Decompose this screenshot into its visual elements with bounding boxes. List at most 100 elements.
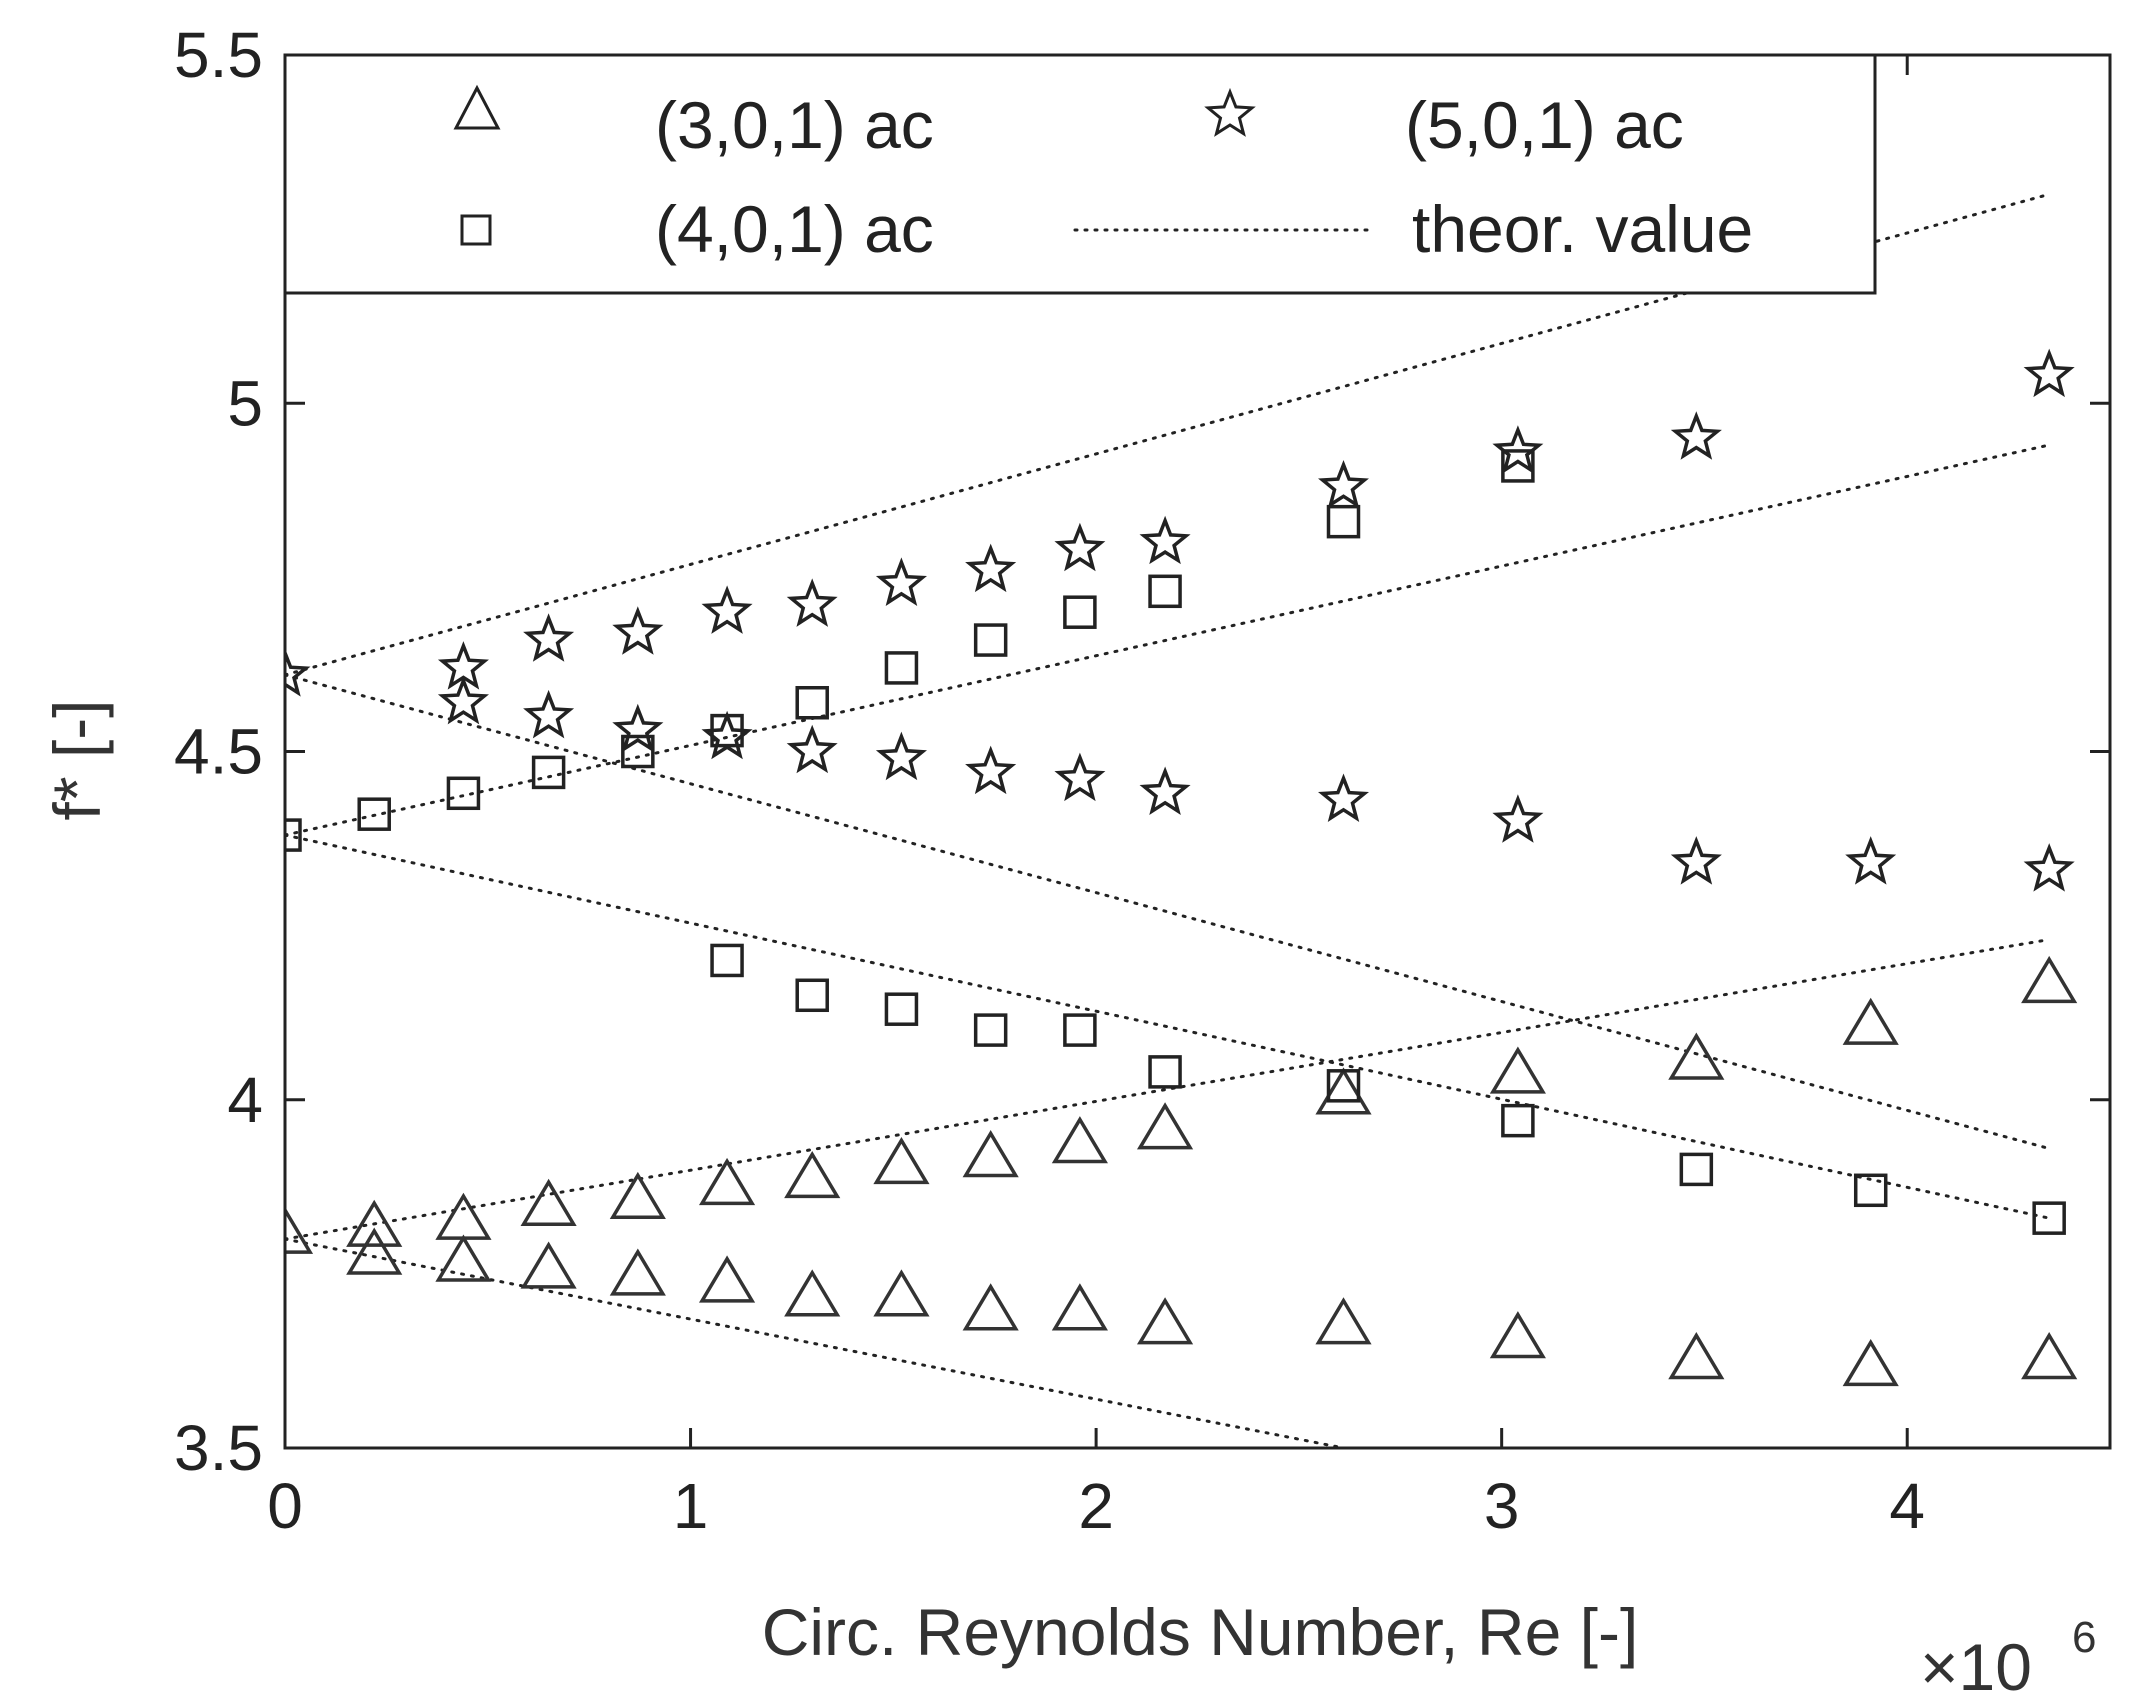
square-marker-401: [1501, 449, 1535, 483]
star-marker-501: [523, 689, 575, 739]
star-marker-501: [1845, 836, 1897, 885]
triangle-marker-301: [435, 1234, 492, 1282]
theoretical-value-line: [285, 1237, 1352, 1448]
legend-entry-301: (3,0,1) ac: [453, 84, 934, 162]
legend: (3,0,1) ac (5,0,1) ac (4,0,1) ac theor. …: [283, 53, 1877, 295]
triangle-marker-301: [2021, 1332, 2078, 1380]
triangle-marker-301: [873, 1269, 930, 1317]
square-marker-401: [1501, 1103, 1535, 1138]
x-tick-label: 4: [1889, 1470, 1925, 1542]
square-marker-401: [1679, 1152, 1714, 1187]
legend-triangle-marker: [453, 84, 501, 130]
x-tick-labels: 0 1 2 3 4: [267, 1470, 1925, 1542]
triangle-marker-301: [962, 1130, 1019, 1178]
square-marker-401: [795, 685, 829, 720]
square-marker-401: [357, 797, 391, 831]
square-marker-401: [1063, 1013, 1097, 1047]
triangle-marker-301: [1668, 1332, 1725, 1380]
legend-entry-501: (5,0,1) ac: [1204, 87, 1684, 162]
theoretical-value-line: [285, 833, 2051, 1220]
y-tick-label: 4.5: [174, 716, 263, 788]
square-marker-401: [1148, 1055, 1182, 1089]
legend-entry-401: (4,0,1) ac: [460, 192, 934, 266]
triangle-marker-301: [1051, 1283, 1108, 1331]
y-tick-label: 3.5: [174, 1412, 263, 1484]
square-marker-401: [531, 755, 566, 790]
square-marker-401: [285, 818, 302, 852]
triangle-marker-301: [609, 1248, 666, 1296]
legend-label-301: (3,0,1) ac: [655, 88, 934, 162]
triangle-marker-301: [520, 1178, 577, 1226]
square-marker-401: [1853, 1173, 1888, 1208]
star-marker-501: [2023, 843, 2075, 892]
triangle-marker-301: [962, 1283, 1019, 1331]
star-marker-501: [1670, 836, 1722, 885]
square-marker-401: [973, 1013, 1008, 1047]
triangle-marker-301: [1842, 997, 1899, 1045]
square-marker-401: [795, 978, 829, 1013]
star-marker-501: [1492, 425, 1544, 474]
legend-square-marker: [460, 214, 492, 246]
triangle-marker-301: [1668, 1032, 1725, 1080]
triangle-marker-301: [698, 1255, 756, 1303]
square-marker-401: [973, 623, 1008, 657]
square-marker-401: [1148, 574, 1182, 609]
triangle-marker-301: [520, 1241, 577, 1289]
star-marker-501: [875, 557, 927, 607]
star-marker-501: [1139, 515, 1191, 565]
star-marker-501: [1670, 411, 1722, 460]
theoretical-value-line: [285, 938, 2051, 1241]
triangle-marker-301: [1136, 1297, 1194, 1345]
star-marker-501: [523, 613, 575, 662]
y-tick-label: 5: [227, 367, 263, 439]
star-marker-501: [1492, 794, 1544, 843]
theoretical-value-line: [285, 673, 2051, 1151]
star-marker-501: [437, 675, 489, 725]
star-marker-501: [701, 710, 753, 760]
square-marker-401: [884, 651, 919, 685]
star-marker-501: [2023, 348, 2075, 398]
star-marker-501: [965, 543, 1017, 593]
y-axis-label: f* [-]: [40, 699, 114, 820]
triangle-marker-301: [2021, 955, 2078, 1004]
square-marker-401: [884, 992, 919, 1026]
y-tick-labels: 3.5 4 4.5 5 5.5: [174, 19, 263, 1484]
legend-box: [283, 53, 1877, 295]
legend-star-marker: [1204, 87, 1256, 137]
star-marker-501: [786, 724, 838, 774]
star-marker-501: [1054, 752, 1106, 802]
square-marker-401: [710, 943, 744, 978]
triangle-marker-301: [1136, 1102, 1194, 1150]
square-marker-401: [2032, 1201, 2066, 1235]
triangle-marker-301: [1315, 1297, 1372, 1345]
legend-label-501: (5,0,1) ac: [1405, 88, 1684, 162]
star-marker-501: [786, 578, 838, 627]
triangle-marker-301: [1315, 1067, 1372, 1115]
triangle-marker-301: [1051, 1116, 1108, 1164]
triangle-marker-301: [784, 1150, 841, 1199]
x-tick-label: 3: [1484, 1470, 1520, 1542]
triangle-marker-301: [873, 1137, 930, 1185]
legend-label-theory: theor. value: [1412, 192, 1753, 266]
y-tick-label: 4: [227, 1064, 263, 1136]
star-marker-501: [965, 745, 1017, 795]
square-marker-401: [1063, 595, 1097, 629]
star-marker-501: [285, 648, 311, 697]
x-tick-label: 2: [1078, 1470, 1114, 1542]
star-marker-501: [612, 703, 664, 753]
star-marker-501: [701, 585, 753, 634]
star-marker-501: [612, 606, 664, 655]
triangle-marker-301: [609, 1171, 666, 1220]
x-tick-label: 0: [267, 1470, 303, 1542]
x-tick-label: 1: [673, 1470, 709, 1542]
star-marker-501: [1318, 773, 1369, 823]
y-tick-label: 5.5: [174, 19, 263, 91]
x-axis-multiplier: ×10 6: [1920, 1613, 2096, 1704]
star-marker-501: [1139, 766, 1191, 816]
star-marker-501: [1054, 522, 1106, 572]
star-marker-501: [1318, 460, 1369, 509]
triangle-marker-301: [346, 1199, 403, 1247]
svg-text:6: 6: [2072, 1613, 2096, 1662]
theoretical-lines: [285, 192, 2051, 1448]
square-marker-401: [446, 776, 481, 811]
